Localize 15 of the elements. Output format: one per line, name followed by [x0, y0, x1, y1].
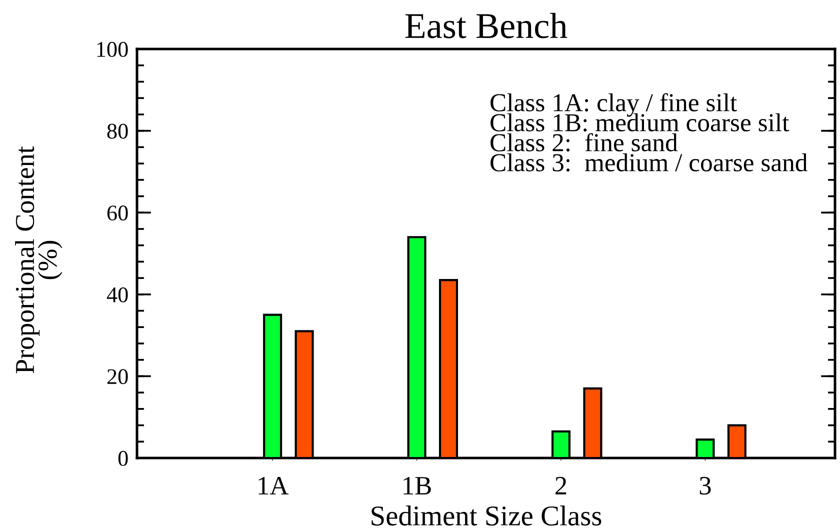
x-tick-label: 1A [258, 476, 288, 494]
y-tick-label: 20 [107, 369, 128, 384]
y-tick-label: 0 [118, 450, 128, 466]
annotation: Class 3: medium / coarse sand [490, 153, 808, 172]
x-tick-label: 1B [404, 476, 431, 494]
y-tick-label: 80 [107, 124, 128, 139]
chart-title: East Bench [405, 12, 568, 38]
x-axis-title: Sediment Size Class [372, 506, 602, 526]
y-tick-label: 100 [97, 42, 128, 57]
y-tick-label: 60 [107, 206, 128, 221]
annotation: Class 2: fine sand [490, 133, 678, 152]
y-axis-title: Proportional Content (%) [15, 146, 62, 374]
y-tick-label: 40 [106, 287, 128, 302]
x-tick-label: 2 [556, 476, 566, 494]
x-tick-label: 3 [700, 476, 711, 495]
